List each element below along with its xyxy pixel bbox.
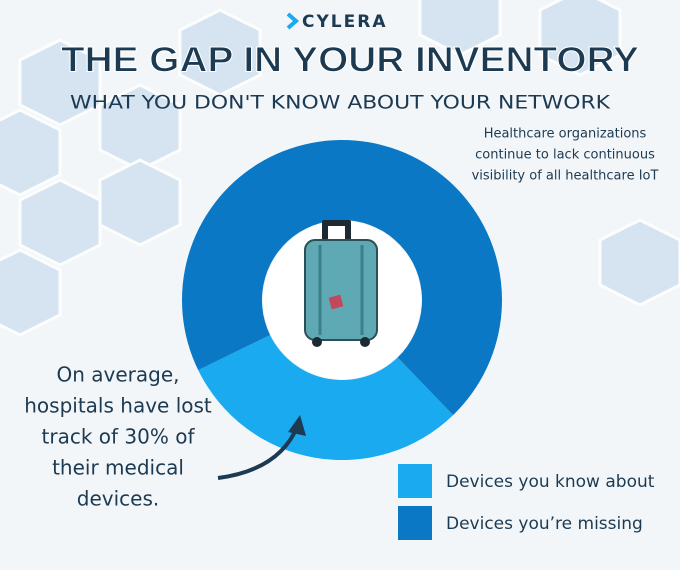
donut-segment — [198, 335, 454, 460]
title: THE GAP IN YOUR INVENTORY — [61, 40, 639, 79]
note: Healthcare organizations continue to lack… — [472, 127, 659, 184]
note-line: continue to lack continuous — [475, 148, 655, 163]
legend-label: Devices you’re missing — [446, 514, 643, 534]
annotation-line: track of 30% of — [42, 425, 196, 449]
arrow — [217, 415, 306, 480]
subtitle: WHAT YOU DON'T KNOW ABOUT YOUR NETWORK — [70, 92, 611, 114]
hex-pattern — [0, 0, 680, 337]
legend: Devices you know about Devices you’re mis… — [398, 464, 655, 540]
legend-label: Devices you know about — [446, 472, 655, 492]
note-line: visibility of all healthcare IoT — [472, 169, 659, 184]
annotation: On average, hospitals have lost track of 3… — [24, 363, 212, 511]
suitcase — [304, 220, 378, 347]
brand: CYLERA — [302, 12, 387, 32]
annotation-line: their medical — [52, 456, 184, 480]
note-line: Healthcare organizations — [484, 127, 647, 142]
logo: CYLERA — [286, 12, 387, 32]
legend-swatch — [398, 464, 432, 498]
annotation-line: hospitals have lost — [24, 394, 212, 418]
annotation-line: On average, — [56, 363, 179, 387]
legend-swatch — [398, 506, 432, 540]
annotation-line: devices. — [77, 487, 159, 511]
donut-segment — [182, 140, 502, 416]
